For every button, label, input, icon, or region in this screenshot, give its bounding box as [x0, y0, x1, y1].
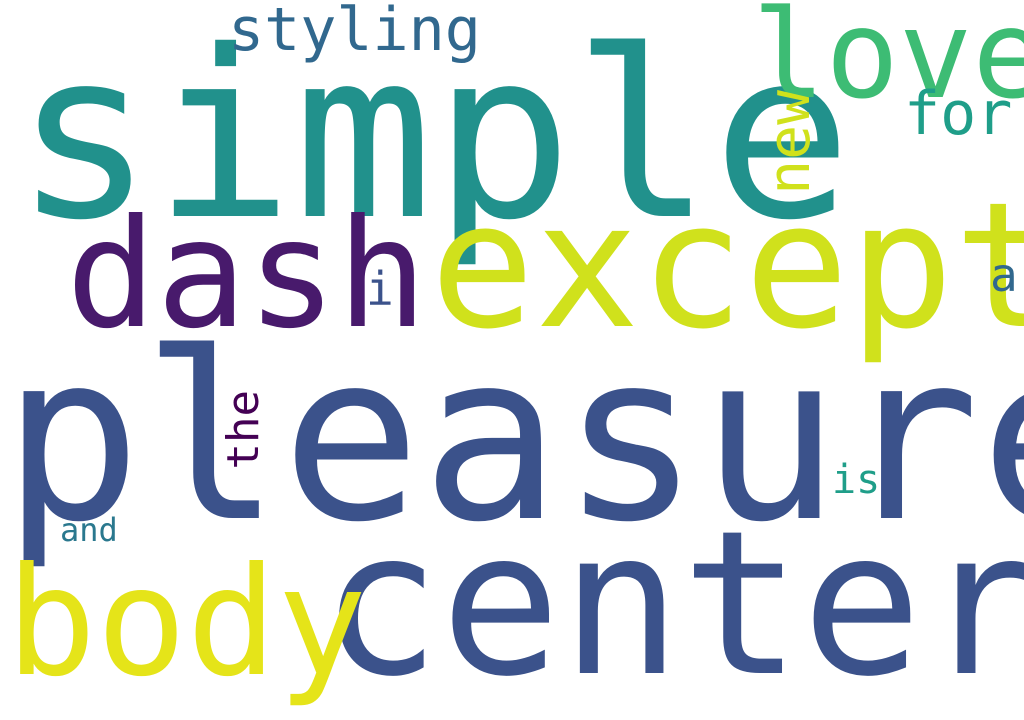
- word-body: body: [6, 536, 368, 710]
- word-styling: styling: [228, 0, 481, 65]
- word-love: love: [752, 0, 1024, 126]
- word-simple: simple: [14, 1, 853, 271]
- word-center: center: [320, 488, 1024, 720]
- word-a: a: [990, 248, 1018, 302]
- word-i: i: [366, 262, 394, 316]
- word-except: except: [430, 165, 1024, 368]
- word-the: the: [218, 390, 269, 470]
- word-new: new: [755, 90, 823, 195]
- word-for: for: [904, 79, 1013, 149]
- word-dash: dash: [66, 188, 428, 362]
- word-is: is: [832, 457, 881, 503]
- word-and: and: [60, 511, 118, 549]
- word-pleasure: pleasure: [2, 303, 1024, 573]
